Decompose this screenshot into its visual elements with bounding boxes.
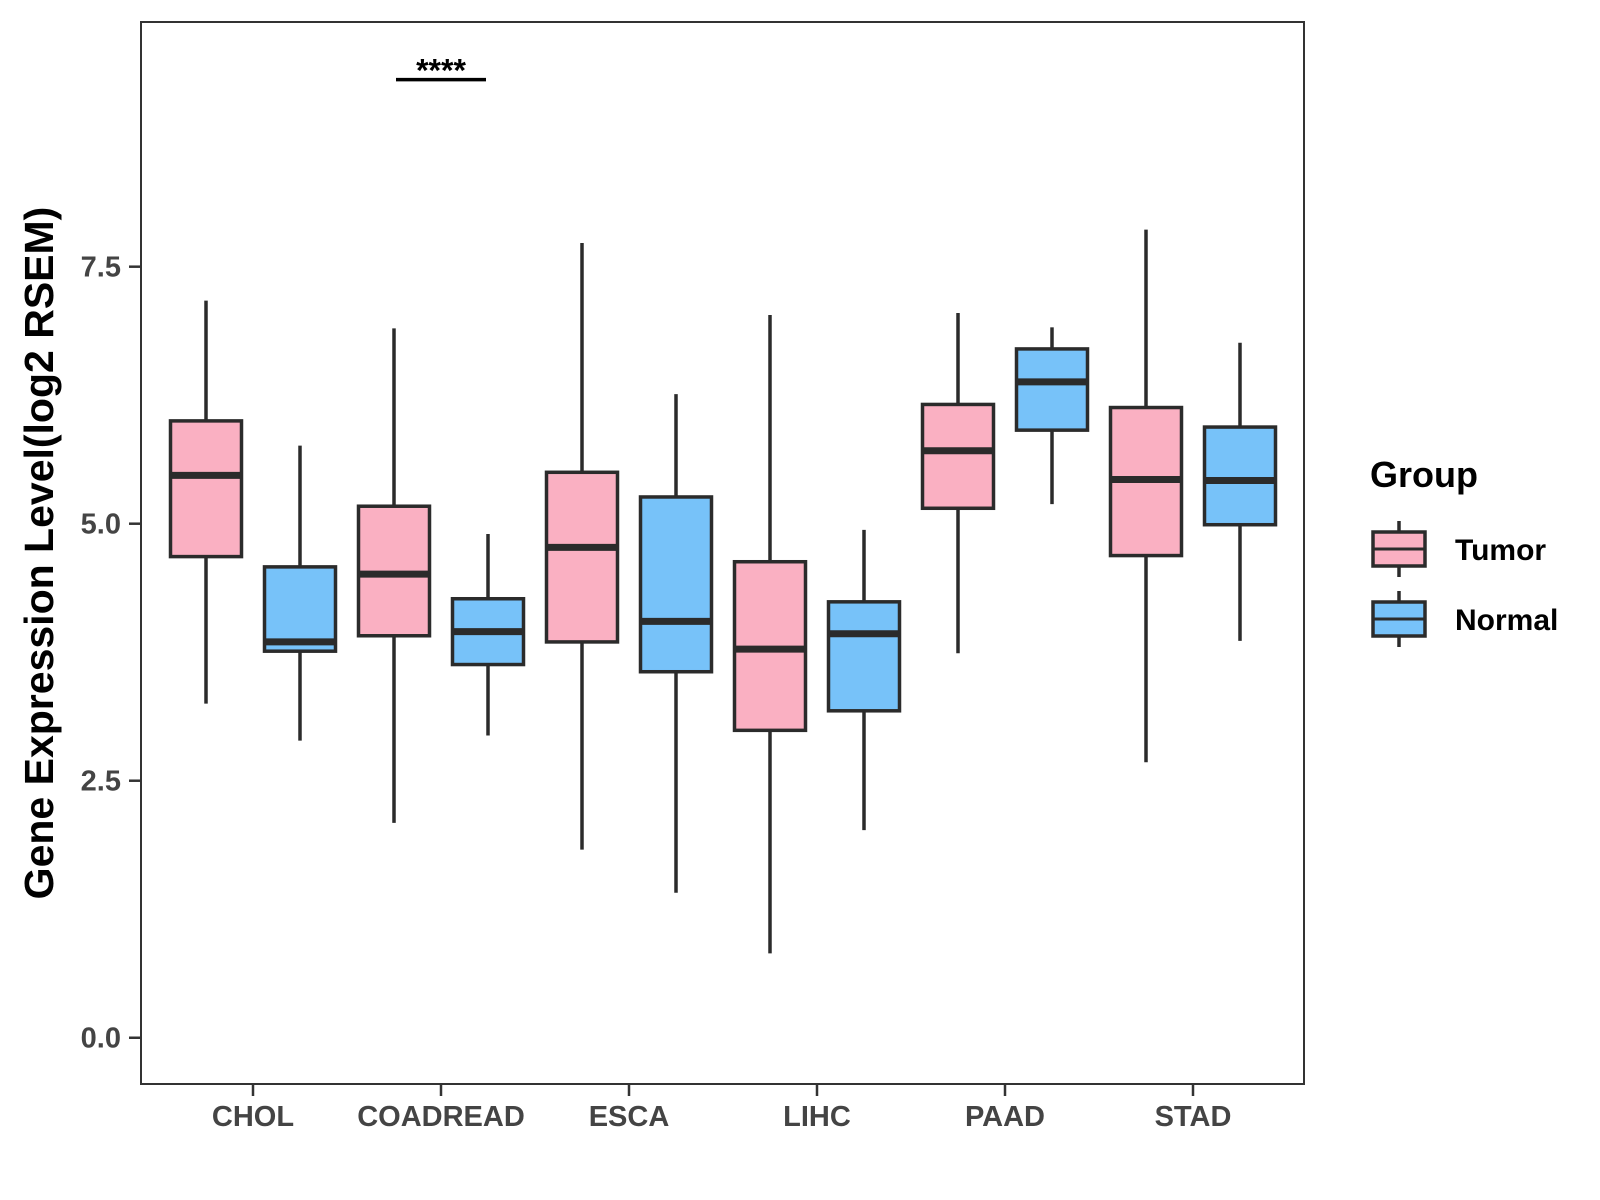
x-tick-label: PAAD [965, 1101, 1045, 1133]
legend-key-tumor [1371, 521, 1427, 577]
legend-label-tumor: Tumor [1455, 534, 1546, 567]
significance-label: **** [416, 53, 466, 89]
box-body [1014, 347, 1090, 432]
box-body [920, 402, 996, 511]
x-tick-label: CHOL [212, 1101, 294, 1133]
legend-key-normal [1371, 591, 1427, 647]
box-body [1202, 425, 1278, 527]
x-tick-label: STAD [1155, 1101, 1232, 1133]
x-tick-label: ESCA [589, 1101, 670, 1133]
box-tumor-coadread [356, 328, 432, 823]
box-normal-paad [1014, 327, 1090, 505]
box-normal-lihc [826, 529, 902, 831]
legend: Group Tumor Normal [1370, 454, 1558, 647]
y-tick-label: 2.5 [81, 766, 121, 798]
box-tumor-paad [920, 312, 996, 654]
box-body [826, 600, 902, 713]
box-body [262, 565, 338, 653]
box-tumor-esca [544, 243, 620, 850]
y-tick-label: 5.0 [81, 509, 121, 541]
legend-label-normal: Normal [1455, 604, 1558, 637]
box-normal-chol [262, 445, 338, 741]
box-tumor-chol [168, 300, 244, 704]
axes: 0.0 2.5 5.0 7.5 CHOL COADREAD ESCA LIHC PAAD STAD [81, 252, 1232, 1133]
plot-area: **** [168, 53, 1278, 954]
y-tick-label: 0.0 [81, 1023, 121, 1055]
x-tick-label: COADREAD [357, 1101, 525, 1133]
legend-title: Group [1370, 454, 1478, 495]
box-normal-stad [1202, 342, 1278, 641]
box-body [638, 495, 714, 674]
box-normal-esca [638, 394, 714, 893]
x-tick-label: LIHC [783, 1101, 851, 1133]
box-tumor-stad [1108, 229, 1184, 763]
box-body [544, 470, 620, 644]
box-tumor-lihc [732, 315, 808, 954]
plot-panel-border [140, 21, 1305, 1085]
box-normal-coadread [450, 533, 526, 736]
y-axis-title: Gene Expression Level(log2 RSEM) [16, 207, 62, 900]
box-body [168, 419, 244, 559]
y-tick-label: 7.5 [81, 252, 121, 284]
